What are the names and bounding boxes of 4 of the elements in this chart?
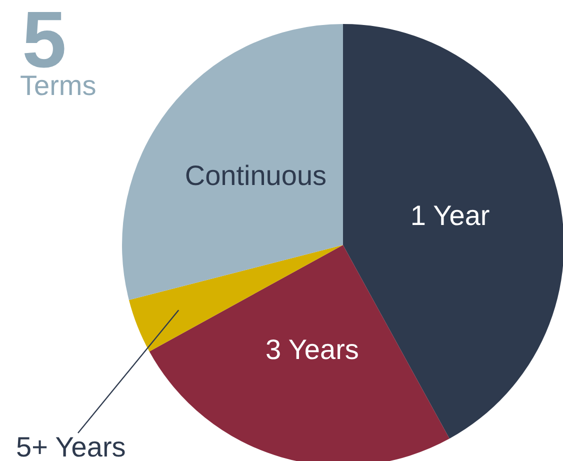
slice-label: 1 Year <box>410 200 490 232</box>
slice-label: 3 Years <box>265 334 359 365</box>
slice-label: Continuous <box>184 160 327 191</box>
slice-label: 5+ Years <box>16 432 126 461</box>
